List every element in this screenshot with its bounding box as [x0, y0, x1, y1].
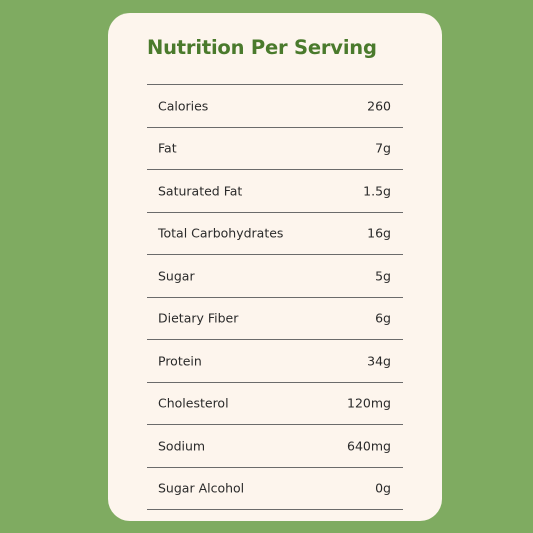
- nutrient-label: Fat: [158, 140, 177, 156]
- nutrient-value: 0g: [375, 480, 391, 496]
- nutrition-row-sugar: Sugar 5g: [147, 255, 403, 298]
- nutrient-label: Sodium: [158, 438, 206, 454]
- nutrient-value: 260: [367, 98, 391, 114]
- nutrition-card: Nutrition Per Serving Calories 260 Fat 7…: [108, 13, 442, 521]
- nutrient-value: 1.5g: [363, 183, 391, 199]
- nutrition-row-total-carbohydrates: Total Carbohydrates 16g: [147, 213, 403, 255]
- nutrient-label: Calories: [158, 98, 209, 114]
- nutrient-label: Dietary Fiber: [158, 310, 239, 326]
- nutrient-label: Sugar Alcohol: [158, 480, 245, 496]
- nutrient-value: 7g: [375, 140, 391, 156]
- nutrient-label: Protein: [158, 353, 202, 369]
- nutrient-value: 120mg: [347, 395, 391, 411]
- nutrient-label: Sugar: [158, 268, 195, 284]
- nutrient-value: 34g: [367, 353, 391, 369]
- nutrition-row-sodium: Sodium 640mg: [147, 425, 403, 468]
- nutrition-row-dietary-fiber: Dietary Fiber 6g: [147, 298, 403, 340]
- nutrition-row-cholesterol: Cholesterol 120mg: [147, 383, 403, 425]
- nutrient-label: Total Carbohydrates: [158, 225, 284, 241]
- nutrient-value: 5g: [375, 268, 391, 284]
- nutrient-value: 6g: [375, 310, 391, 326]
- nutrient-label: Cholesterol: [158, 395, 229, 411]
- nutrition-row-saturated-fat: Saturated Fat 1.5g: [147, 170, 403, 213]
- nutrient-value: 16g: [367, 225, 391, 241]
- nutrition-row-fat: Fat 7g: [147, 128, 403, 170]
- nutrient-value: 640mg: [347, 438, 391, 454]
- nutrition-row-protein: Protein 34g: [147, 340, 403, 383]
- nutrition-table: Calories 260 Fat 7g Saturated Fat 1.5g T…: [147, 84, 403, 510]
- nutrient-label: Saturated Fat: [158, 183, 243, 199]
- card-title: Nutrition Per Serving: [147, 36, 377, 59]
- nutrition-row-calories: Calories 260: [147, 85, 403, 128]
- nutrition-row-sugar-alcohol: Sugar Alcohol 0g: [147, 468, 403, 510]
